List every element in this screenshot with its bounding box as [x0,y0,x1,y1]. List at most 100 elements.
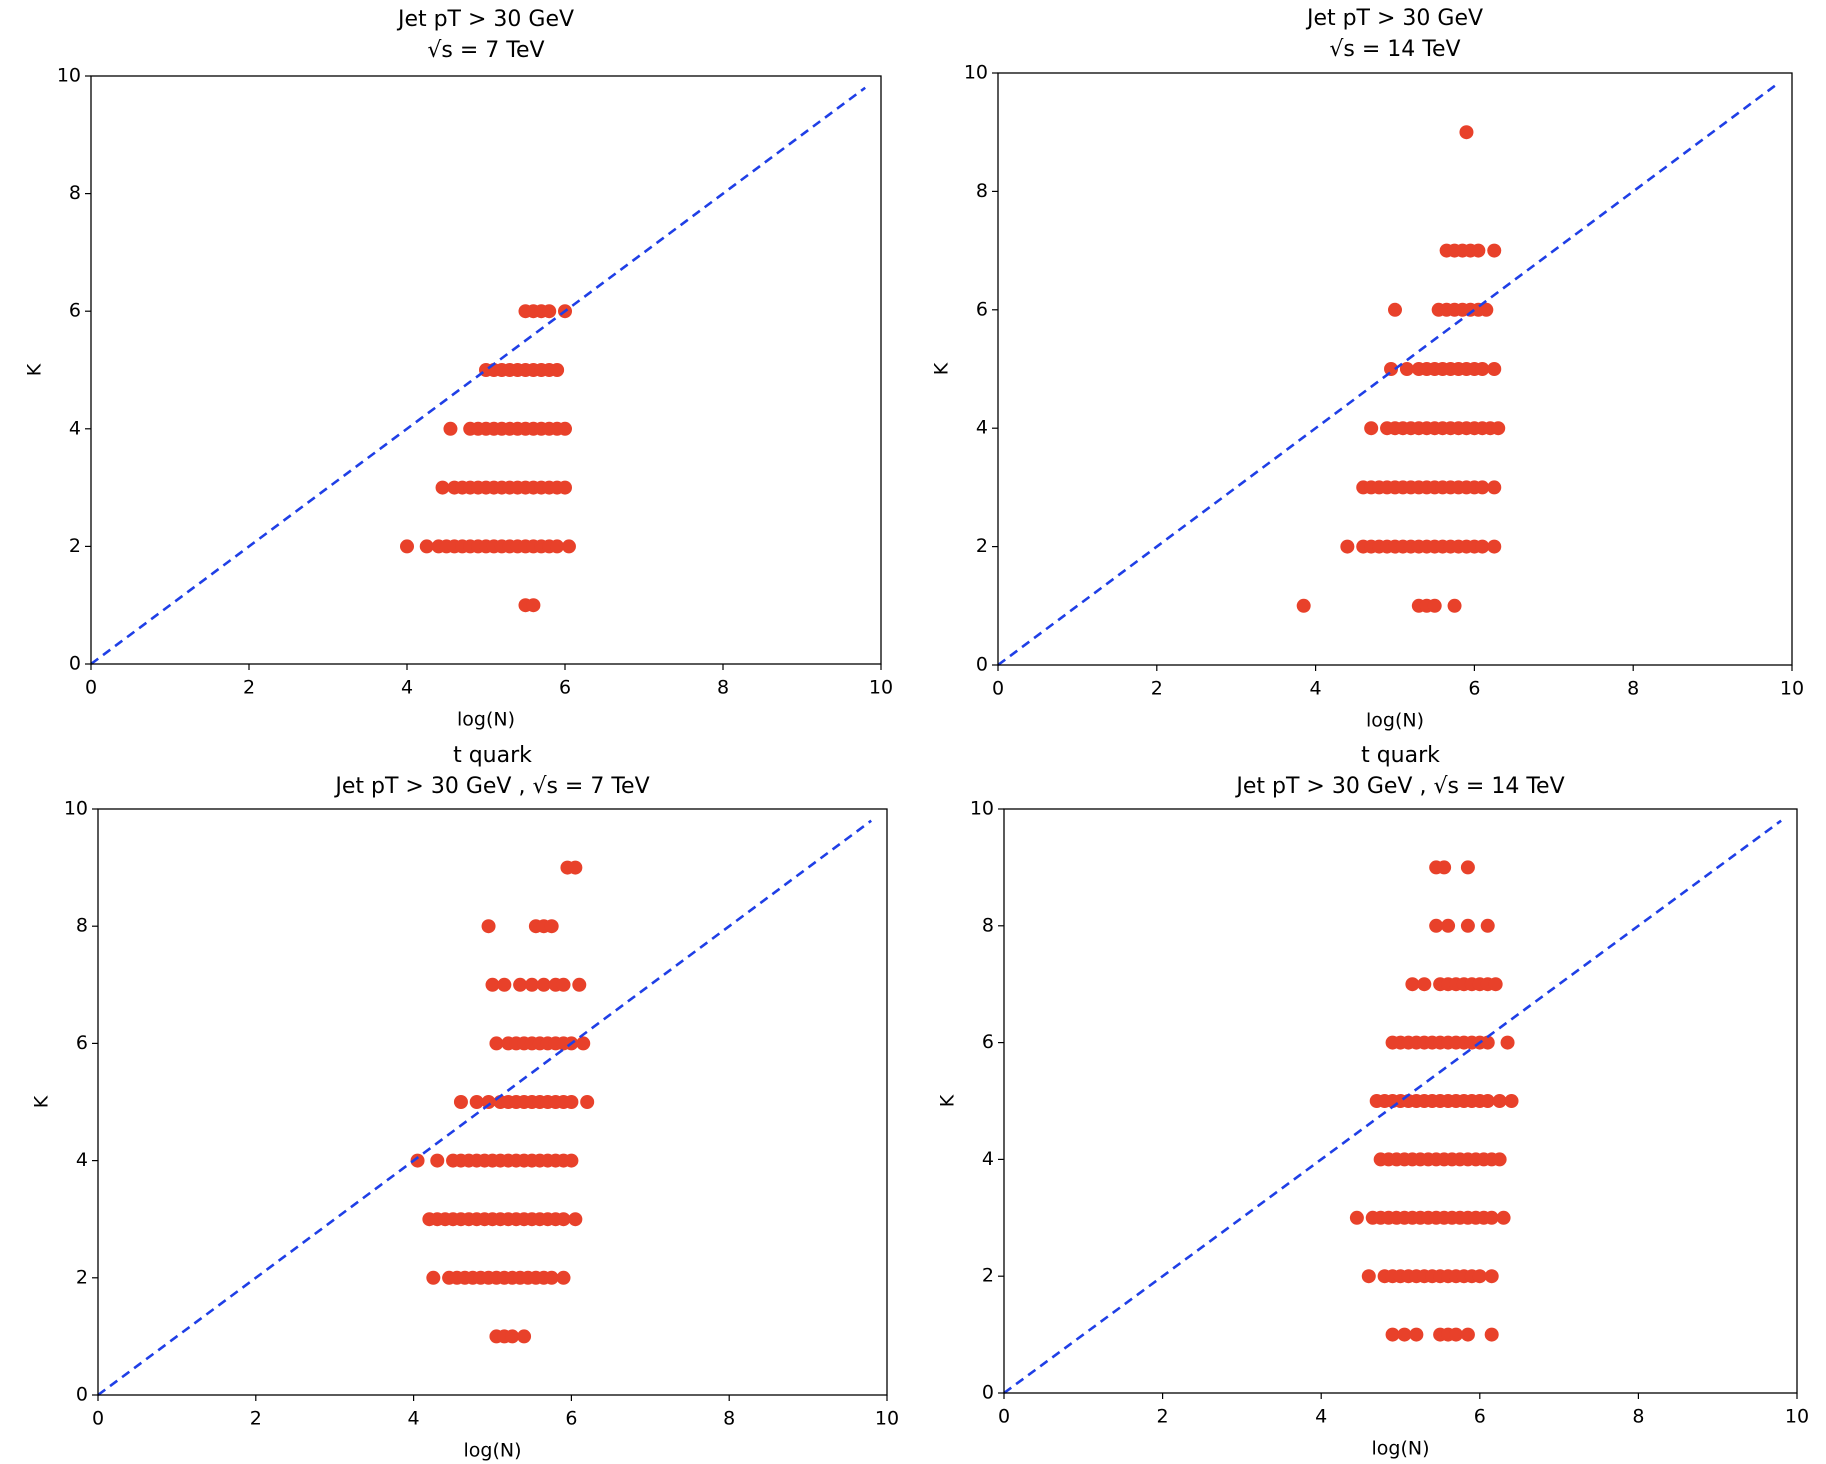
point [1471,243,1486,258]
point [1441,918,1456,933]
point [536,977,551,992]
y-tick-label: 8 [69,182,81,204]
y-tick-label: 2 [76,1266,88,1288]
point [1492,1094,1507,1108]
x-tick-label: 2 [243,677,255,699]
x-tick-label: 0 [85,677,97,699]
x-axis-label: log(N) [1366,710,1424,732]
chart-title: √s = 14 TeV [1329,37,1460,62]
point [544,1270,559,1285]
chart-title: t quark [453,743,532,768]
point [453,1095,468,1109]
plot-frame [97,808,888,1396]
y-tick-label: 6 [76,1032,88,1054]
y-tick-label: 10 [64,798,88,820]
y-tick-label: 4 [76,1149,88,1171]
y-tick-label: 0 [976,654,988,676]
point [1472,1269,1487,1284]
y-tick-label: 6 [69,300,81,322]
point [1488,977,1503,992]
point [1399,362,1414,376]
y-tick-label: 10 [57,65,81,87]
y-tick-label: 10 [970,798,994,820]
point [1480,1094,1495,1108]
y-tick-label: 8 [976,180,988,202]
point [1475,539,1490,554]
point [1349,1210,1364,1225]
x-tick-label: 8 [723,1408,735,1430]
y-tick-label: 2 [69,535,81,557]
x-tick-label: 6 [1474,1406,1486,1428]
point [400,539,414,554]
point [1504,1094,1519,1108]
point [564,1095,579,1109]
x-tick-label: 4 [1310,678,1322,700]
point [1487,480,1502,495]
point [1484,1210,1499,1225]
x-tick-label: 10 [869,677,893,699]
y-axis-label: K [937,1094,959,1107]
point [550,539,565,554]
point [1492,1152,1507,1167]
x-axis-label: log(N) [1371,1438,1429,1460]
point [1487,243,1502,258]
point [505,1329,520,1344]
point [435,480,450,495]
point [564,1153,579,1168]
plot-frame [997,72,1793,666]
x-tick-label: 0 [92,1408,104,1430]
point [576,1036,591,1051]
y-axis-label: K [24,363,46,376]
reference-line [997,83,1777,667]
y-tick-label: 2 [976,535,988,557]
point [1437,860,1452,875]
point [1484,1269,1499,1284]
chart-title: t quark [1361,743,1440,768]
plot-frame [1003,808,1798,1394]
point [526,598,541,613]
point [1384,362,1399,376]
x-tick-label: 10 [875,1408,899,1430]
y-tick-label: 2 [982,1265,994,1287]
point [1479,302,1494,317]
y-tick-label: 4 [982,1148,994,1170]
point [443,421,458,436]
point [1487,362,1502,376]
point [580,1095,595,1109]
point [1405,977,1420,992]
x-tick-label: 8 [1632,1406,1644,1428]
point [1460,918,1475,933]
point [1385,1327,1400,1342]
point [1460,860,1475,875]
y-tick-label: 0 [76,1384,88,1406]
x-tick-label: 6 [1468,678,1480,700]
point [561,539,576,554]
point [524,977,539,992]
x-tick-label: 4 [1315,1406,1327,1428]
x-axis-label: log(N) [463,1440,521,1462]
point [1480,918,1495,933]
point [1475,362,1490,376]
reference-line [1003,819,1782,1395]
point [568,860,583,875]
x-tick-label: 2 [250,1408,262,1430]
chart-title: Jet pT > 30 GeV [396,7,574,32]
point [1500,1035,1515,1050]
point [1487,539,1502,554]
x-tick-label: 0 [992,678,1004,700]
point [1361,1269,1376,1284]
x-tick-label: 10 [1785,1406,1809,1428]
chart-title: Jet pT > 30 GeV , √s = 7 TeV [333,774,649,799]
y-tick-label: 0 [982,1382,994,1404]
x-tick-label: 6 [559,677,571,699]
point [1484,1327,1499,1342]
reference-line [97,819,872,1397]
point [558,480,572,495]
point [542,304,557,319]
x-tick-label: 8 [1627,678,1639,700]
chart-title: Jet pT > 30 GeV [1305,6,1483,31]
point [1296,598,1311,613]
x-tick-label: 2 [1157,1406,1169,1428]
x-axis-label: log(N) [457,709,515,731]
